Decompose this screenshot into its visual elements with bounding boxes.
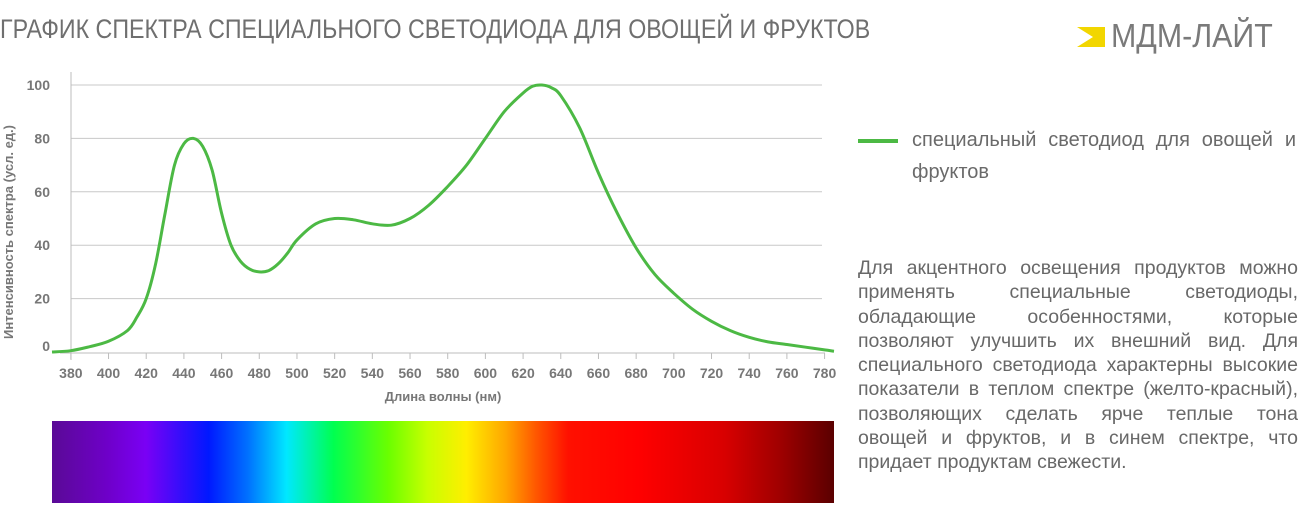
- x-tick-label: 640: [549, 365, 573, 381]
- y-axis-label: Интенсивность спектра (усл. ед.): [1, 125, 16, 339]
- x-tick-label: 440: [172, 365, 196, 381]
- x-tick-label: 600: [474, 365, 498, 381]
- x-tick-label: 760: [775, 365, 799, 381]
- visible-spectrum-bar: [52, 421, 834, 503]
- x-tick-label: 460: [210, 365, 234, 381]
- x-tick-label: 660: [587, 365, 611, 381]
- x-tick-label: 520: [323, 365, 347, 381]
- description-text: Для акцентного освещения продуктов можно…: [858, 257, 1298, 474]
- x-tick-label: 400: [97, 365, 121, 381]
- x-tick-label: 780: [813, 365, 837, 381]
- legend-swatch: [858, 139, 898, 143]
- legend-label: специальный светодиод для овощей и фрукт…: [912, 129, 1296, 183]
- x-tick-label: 740: [738, 365, 762, 381]
- chart-series: [51, 83, 835, 354]
- brand-logo: МДМ-ЛАЙТ: [1077, 16, 1287, 56]
- logo-mark-icon: [1077, 27, 1105, 47]
- x-tick-label: 680: [624, 365, 648, 381]
- spectrum-chart: 0 20 40 60 80 100 380 400 420 440 460 480 500 520 540…: [1, 72, 836, 404]
- x-tick-label: 620: [511, 365, 535, 381]
- x-axis-label: Длина волны (нм): [385, 389, 502, 404]
- x-tick-label: 480: [248, 365, 272, 381]
- y-tick-label: 100: [27, 77, 51, 93]
- x-tick-label: 380: [59, 365, 83, 381]
- page-title: ГРАФИК СПЕКТРА СПЕЦИАЛЬНОГО СВЕТОДИОДА Д…: [0, 14, 871, 44]
- y-tick-label: 80: [34, 130, 50, 146]
- x-tick-label: 540: [361, 365, 385, 381]
- y-tick-label: 60: [34, 184, 50, 200]
- chart-legend: специальный светодиод для овощей и фрукт…: [858, 124, 1298, 188]
- y-tick-label: 0: [42, 338, 50, 354]
- y-tick-label: 40: [34, 237, 50, 253]
- x-tick-label: 720: [700, 365, 724, 381]
- y-axis-ticks: 0 20 40 60 80 100: [27, 77, 51, 354]
- x-tick-label: 580: [436, 365, 460, 381]
- x-axis-ticks: 380 400 420 440 460 480 500 520 540 560 580 600 620 6…: [59, 353, 836, 381]
- x-tick-label: 560: [398, 365, 422, 381]
- x-tick-label: 500: [285, 365, 309, 381]
- x-tick-label: 700: [662, 365, 686, 381]
- x-tick-label: 420: [135, 365, 159, 381]
- logo-text: МДМ-ЛАЙТ: [1111, 17, 1273, 54]
- chart-grid: [71, 84, 822, 300]
- y-tick-label: 20: [34, 291, 50, 307]
- series-line: [51, 83, 835, 354]
